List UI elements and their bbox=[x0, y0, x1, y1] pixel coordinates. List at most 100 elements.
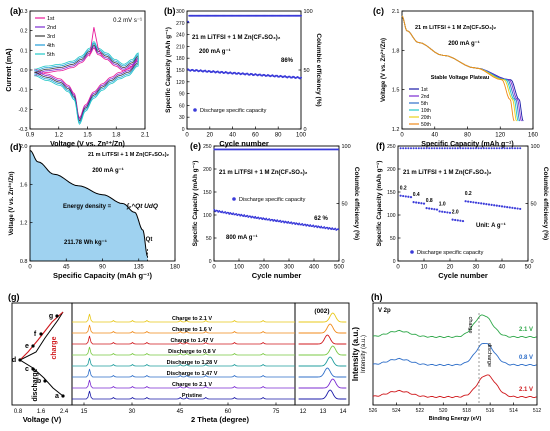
y-axis-label: Current (mA) bbox=[6, 48, 13, 91]
xrd-zoom-pattern bbox=[298, 356, 347, 367]
y-tick-label: 0 bbox=[182, 127, 185, 133]
y-tick-label: 1.8 bbox=[392, 48, 400, 54]
legend-marker bbox=[193, 108, 197, 112]
scan-rate-label: 0.2 mV s⁻¹ bbox=[113, 18, 142, 24]
xrd-pattern bbox=[72, 368, 295, 378]
efficiency-point bbox=[300, 14, 302, 17]
x-tick-label: 514 bbox=[509, 408, 518, 414]
legend-label: 1st bbox=[47, 16, 55, 22]
x-tick-label: 40 bbox=[499, 265, 506, 271]
legend-label: 10th bbox=[421, 108, 431, 114]
y2-tick-label: 100 bbox=[342, 144, 351, 150]
capacity-point bbox=[495, 204, 498, 207]
qt-label: Qt bbox=[146, 237, 153, 243]
state-label: a bbox=[55, 393, 59, 400]
y2-tick-label: 0 bbox=[531, 259, 534, 265]
capacity-point bbox=[477, 201, 480, 205]
x-tick-label: 30 bbox=[129, 409, 136, 415]
x-tick-label: 200 bbox=[259, 265, 270, 271]
x-axis-label: Cycle number bbox=[438, 271, 488, 280]
x-tick-label: 15 bbox=[81, 409, 88, 415]
capacity-point bbox=[454, 218, 457, 222]
xrd-zoom-pattern bbox=[298, 345, 347, 356]
x-axis-label: Voltage (V vs. Zn²⁺/Zn) bbox=[50, 141, 125, 148]
y-axis-label: Specific Capacity (mAh g⁻¹) bbox=[376, 161, 383, 247]
efficiency-point bbox=[498, 147, 501, 150]
x-tick-label: 0.8 bbox=[14, 409, 23, 415]
capacity-point bbox=[511, 206, 514, 209]
pattern-label: Discharge to 1.47 V bbox=[167, 371, 218, 377]
capacity-point bbox=[271, 218, 274, 221]
capacity-point bbox=[480, 202, 483, 205]
state-point bbox=[55, 314, 59, 318]
y2-axis-label: Columbic efficiency (%) bbox=[315, 33, 322, 106]
panel-e: (e)0 100 200 300 400 500050100150200250050100… bbox=[190, 141, 360, 280]
panel-b: (b)0 20 40 60 80 1000306090120150180210240270… bbox=[164, 6, 322, 148]
retention-label: 86% bbox=[281, 58, 294, 64]
x-tick-label: 516 bbox=[486, 408, 495, 414]
x-tick-label: 400 bbox=[309, 265, 320, 271]
y-tick-label: 1.2 bbox=[20, 221, 28, 227]
panel-h: (h) 526 524 522 520 518 516 514 512 Binding Energ… bbox=[361, 292, 541, 422]
capacity-point bbox=[464, 200, 467, 203]
electrolyte-label: 21 m LiTFSI + 1 M Zn(CF₃SO₃)₂ bbox=[403, 170, 492, 176]
x-tick-label: 60 bbox=[225, 409, 232, 415]
discharge-arrow-label: discharge bbox=[486, 343, 492, 367]
state-point bbox=[31, 344, 35, 348]
capacity-point bbox=[323, 226, 326, 228]
efficiency-point bbox=[407, 147, 410, 150]
panel-label: (b) bbox=[164, 6, 176, 16]
xrd-pattern bbox=[72, 390, 295, 400]
legend-label: 5th bbox=[47, 52, 55, 58]
panel-label: (e) bbox=[190, 141, 201, 151]
capacity-point bbox=[276, 219, 279, 222]
rate-step-label: 1.0 bbox=[439, 201, 446, 207]
legend-label: Discharge specific capacity bbox=[417, 250, 484, 256]
y-tick-label: 1.5 bbox=[392, 88, 400, 94]
capacity-point bbox=[399, 194, 402, 197]
x-tick-label: 100 bbox=[234, 265, 245, 271]
capacity-point bbox=[320, 225, 323, 228]
y2-axis-label: Columbic efficiency (%) bbox=[542, 167, 549, 240]
capacity-point bbox=[235, 212, 238, 215]
x-axis-label: Specific Capacity (mAh g⁻¹) bbox=[53, 271, 152, 280]
capacity-point bbox=[268, 218, 271, 220]
efficiency-point bbox=[428, 147, 431, 150]
state-point bbox=[18, 358, 22, 362]
xps-spectrum bbox=[372, 343, 537, 367]
efficiency-point bbox=[516, 147, 519, 150]
capacity-point bbox=[287, 220, 290, 223]
x-tick-label: 160 bbox=[528, 133, 539, 139]
efficiency-point bbox=[402, 147, 405, 150]
capacity-point bbox=[503, 205, 506, 208]
xrd-pattern bbox=[72, 379, 295, 389]
capacity-point bbox=[500, 205, 504, 208]
y-tick-label: 0 bbox=[393, 259, 396, 265]
legend-label: 4th bbox=[47, 43, 55, 49]
energy-area bbox=[30, 150, 148, 261]
xrd-pattern bbox=[72, 335, 295, 345]
y2-tick-label: 0 bbox=[304, 127, 307, 133]
efficiency-point bbox=[485, 147, 488, 150]
electrolyte-label: 21 m LiTFSI + 1 M Zn(CF₃SO₃)₂ bbox=[88, 152, 170, 158]
capacity-point bbox=[425, 207, 428, 210]
x-tick-label: 13 bbox=[320, 409, 327, 415]
efficiency-point bbox=[459, 147, 462, 150]
efficiency-point bbox=[449, 147, 451, 150]
capacity-point bbox=[213, 208, 216, 211]
capacity-point bbox=[469, 200, 472, 204]
efficiency-point bbox=[506, 147, 509, 150]
panel-c: (c) 0 40 80 120 160 1.2 1.5 1.8 2.1 Specific Capac… bbox=[373, 6, 539, 148]
y-tick-label: 270 bbox=[176, 21, 185, 27]
capacity-point bbox=[428, 207, 431, 210]
x-tick-label: 1.8 bbox=[112, 133, 121, 139]
y-tick-label: 150 bbox=[203, 190, 212, 196]
y-tick-label: -0.3 bbox=[19, 127, 28, 133]
x-tick-label: 522 bbox=[416, 408, 425, 414]
y2-tick-label: 50 bbox=[342, 202, 348, 208]
capacity-point bbox=[246, 214, 249, 217]
capacity-point bbox=[451, 218, 454, 221]
capacity-point bbox=[443, 210, 446, 214]
panel-label: (d) bbox=[10, 142, 22, 152]
